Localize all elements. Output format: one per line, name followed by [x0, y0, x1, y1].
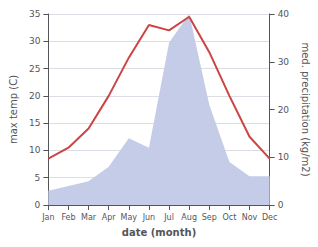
- svg-text:Jul: Jul: [163, 213, 174, 222]
- svg-text:med. precipitation (kg/m2): med. precipitation (kg/m2): [300, 42, 311, 176]
- svg-text:20: 20: [278, 105, 290, 115]
- svg-text:40: 40: [278, 9, 290, 19]
- svg-text:Jun: Jun: [142, 213, 156, 222]
- svg-text:Sep: Sep: [202, 213, 217, 222]
- svg-text:0: 0: [35, 200, 41, 210]
- svg-text:Oct: Oct: [222, 213, 236, 222]
- svg-text:Nov: Nov: [242, 213, 258, 222]
- svg-text:10: 10: [29, 145, 41, 155]
- svg-text:20: 20: [29, 91, 41, 101]
- svg-text:Mar: Mar: [81, 213, 97, 222]
- svg-text:10: 10: [278, 152, 290, 162]
- svg-text:15: 15: [29, 118, 40, 128]
- svg-text:date (month): date (month): [122, 227, 196, 238]
- svg-text:Dec: Dec: [262, 213, 277, 222]
- svg-text:Apr: Apr: [102, 213, 117, 222]
- svg-text:Aug: Aug: [181, 213, 197, 222]
- svg-text:Jan: Jan: [41, 213, 54, 222]
- svg-text:35: 35: [29, 9, 40, 19]
- svg-text:5: 5: [35, 173, 41, 183]
- svg-text:30: 30: [278, 57, 290, 67]
- svg-text:30: 30: [29, 36, 41, 46]
- svg-text:max temp (C): max temp (C): [8, 75, 19, 144]
- svg-text:May: May: [121, 213, 138, 222]
- svg-text:0: 0: [278, 200, 284, 210]
- svg-text:Feb: Feb: [61, 213, 75, 222]
- svg-text:25: 25: [29, 64, 40, 74]
